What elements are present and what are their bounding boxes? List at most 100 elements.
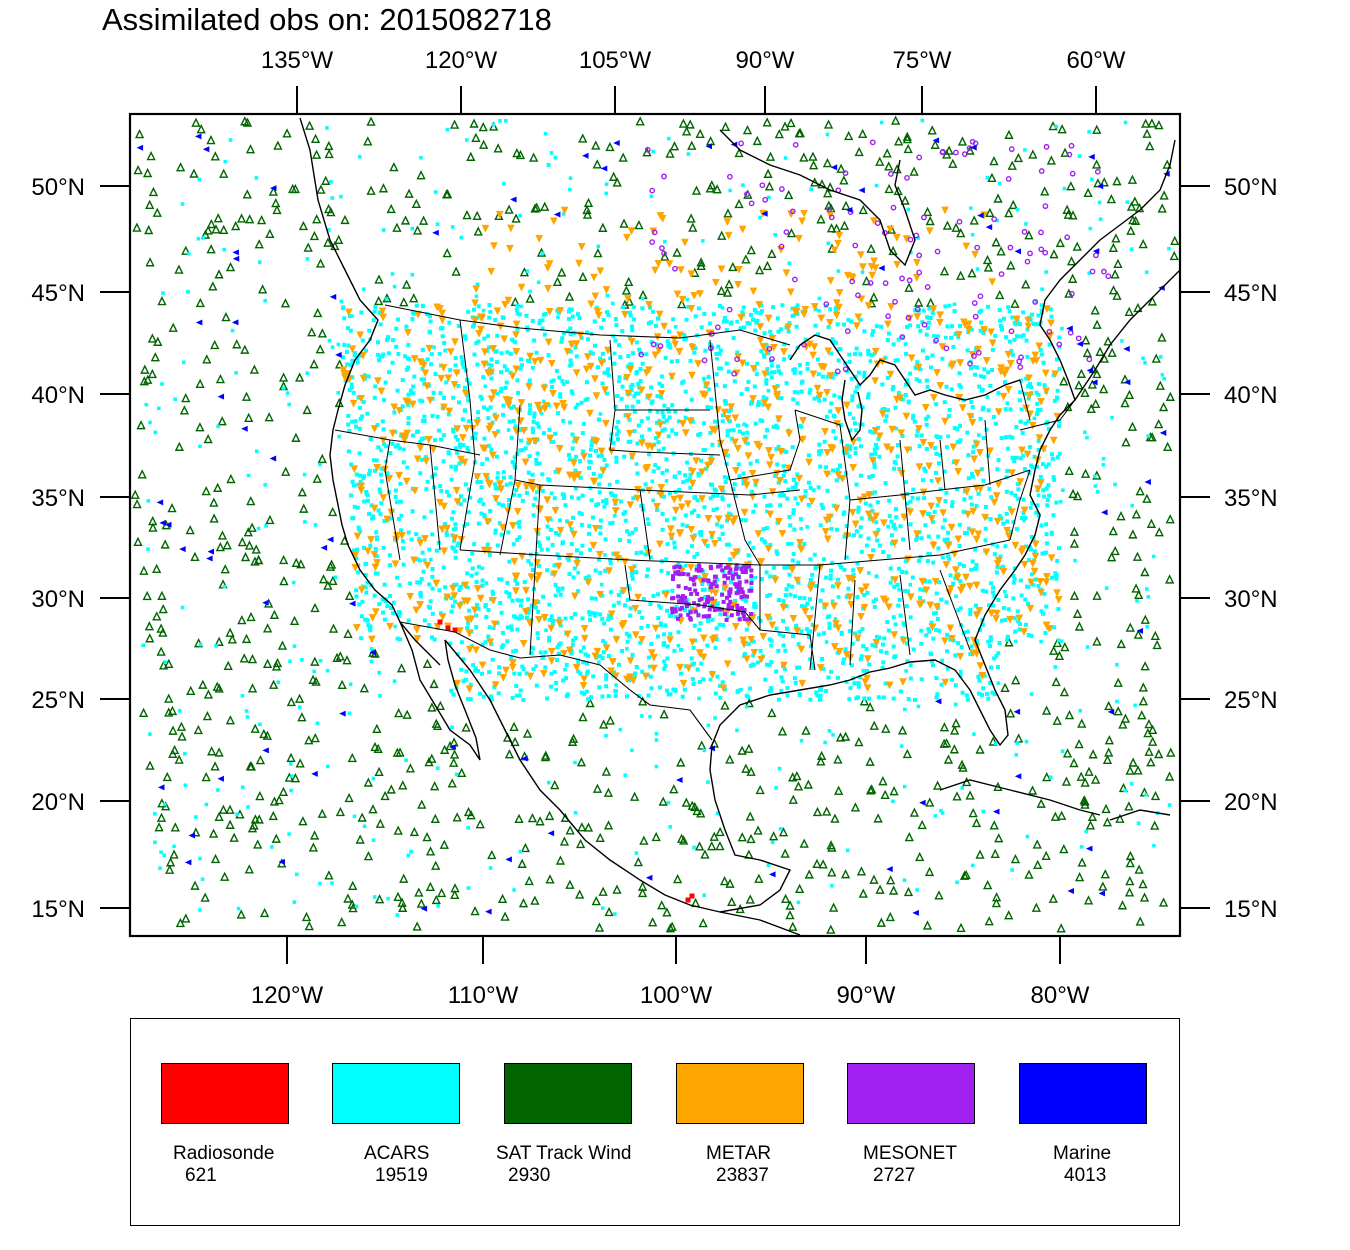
- obs-marker: [695, 498, 700, 503]
- obs-marker: [618, 538, 623, 543]
- obs-marker: [484, 581, 489, 585]
- obs-marker: [683, 563, 688, 568]
- obs-marker: [767, 248, 777, 258]
- obs-marker: [444, 374, 453, 383]
- obs-marker: [591, 524, 600, 533]
- obs-marker: [446, 450, 451, 455]
- obs-marker: [963, 510, 972, 519]
- obs-marker: [344, 308, 353, 317]
- obs-marker: [817, 179, 827, 189]
- obs-marker: [849, 663, 854, 668]
- obs-marker: [1006, 616, 1014, 624]
- obs-marker: [698, 468, 706, 477]
- obs-marker: [778, 396, 783, 401]
- obs-marker: [573, 612, 578, 617]
- obs-marker: [752, 384, 757, 389]
- obs-marker: [466, 309, 471, 314]
- obs-marker: [644, 574, 649, 579]
- obs-marker: [499, 351, 504, 356]
- obs-marker: [272, 204, 282, 215]
- obs-marker: [812, 858, 822, 868]
- obs-marker: [235, 812, 239, 817]
- obs-marker: [1095, 346, 1105, 356]
- obs-marker: [974, 638, 979, 643]
- obs-marker: [554, 368, 559, 373]
- obs-marker: [537, 543, 542, 548]
- obs-marker: [183, 783, 188, 788]
- obs-marker: [427, 753, 437, 763]
- obs-marker: [985, 175, 990, 180]
- obs-marker: [466, 886, 471, 890]
- obs-marker: [945, 324, 950, 329]
- obs-marker: [953, 653, 958, 658]
- obs-marker: [148, 420, 152, 425]
- obs-marker: [519, 639, 528, 648]
- obs-marker: [670, 495, 679, 504]
- obs-marker: [823, 389, 831, 397]
- obs-marker: [410, 272, 415, 277]
- obs-marker: [1008, 434, 1013, 439]
- obs-marker: [920, 118, 925, 123]
- obs-marker: [953, 332, 958, 337]
- obs-marker: [988, 638, 993, 643]
- obs-marker: [460, 362, 465, 367]
- obs-marker: [438, 326, 443, 331]
- obs-marker: [859, 696, 870, 706]
- obs-marker: [628, 613, 633, 618]
- obs-marker: [475, 410, 480, 415]
- obs-marker: [636, 399, 641, 404]
- obs-marker: [395, 443, 400, 448]
- obs-marker: [711, 589, 720, 598]
- obs-marker: [619, 589, 624, 594]
- obs-marker: [244, 412, 254, 423]
- obs-marker: [659, 709, 669, 719]
- obs-marker: [279, 575, 289, 586]
- obs-marker: [625, 598, 630, 603]
- obs-marker: [1045, 503, 1050, 508]
- obs-marker: [947, 584, 955, 593]
- obs-marker: [851, 568, 856, 573]
- obs-marker: [501, 301, 509, 309]
- obs-marker: [463, 336, 468, 341]
- obs-marker: [831, 429, 836, 434]
- obs-marker: [792, 594, 797, 599]
- obs-marker: [908, 522, 913, 527]
- obs-marker: [477, 691, 482, 696]
- obs-marker: [656, 420, 665, 429]
- obs-marker: [1045, 420, 1050, 425]
- obs-marker: [491, 431, 500, 439]
- obs-marker: [437, 887, 447, 898]
- obs-marker: [954, 427, 959, 432]
- obs-marker: [856, 505, 861, 510]
- obs-marker: [838, 464, 842, 469]
- obs-marker: [375, 571, 380, 576]
- obs-marker: [167, 503, 177, 513]
- obs-marker: [620, 384, 625, 389]
- obs-marker: [1099, 177, 1109, 187]
- obs-marker: [255, 754, 266, 765]
- obs-marker: [466, 419, 471, 424]
- obs-marker: [608, 171, 619, 181]
- obs-marker: [788, 921, 798, 931]
- obs-marker: [853, 631, 858, 636]
- obs-marker: [664, 457, 669, 462]
- obs-marker: [487, 345, 492, 350]
- obs-marker: [773, 232, 778, 237]
- obs-marker: [606, 694, 611, 699]
- obs-marker: [414, 887, 424, 897]
- obs-marker: [797, 595, 802, 600]
- obs-marker: [206, 218, 217, 229]
- obs-marker: [799, 603, 804, 608]
- obs-marker: [480, 578, 485, 583]
- obs-marker: [987, 172, 997, 183]
- obs-marker: [370, 551, 379, 559]
- obs-marker: [837, 562, 842, 567]
- obs-marker: [325, 764, 330, 769]
- obs-marker: [476, 339, 481, 344]
- obs-marker: [556, 526, 565, 535]
- obs-marker: [773, 390, 782, 399]
- obs-marker: [461, 722, 471, 732]
- obs-marker: [782, 342, 787, 347]
- obs-marker: [775, 425, 780, 430]
- obs-marker: [438, 525, 447, 534]
